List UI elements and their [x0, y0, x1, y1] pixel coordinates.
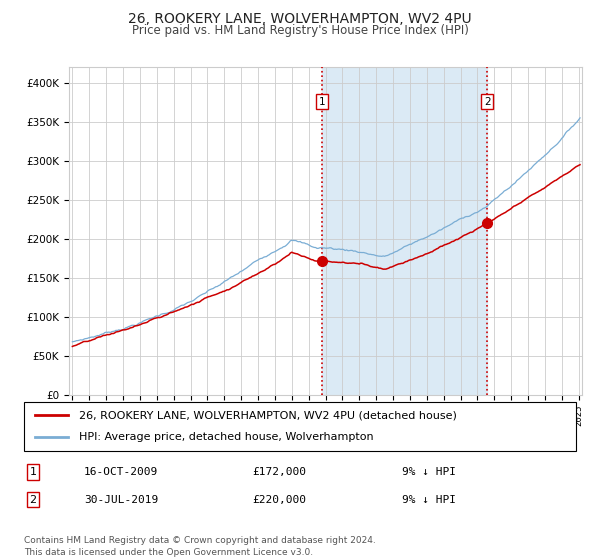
- Text: 30-JUL-2019: 30-JUL-2019: [84, 494, 158, 505]
- Bar: [322, 67, 487, 395]
- Text: 9% ↓ HPI: 9% ↓ HPI: [402, 467, 456, 477]
- Text: 26, ROOKERY LANE, WOLVERHAMPTON, WV2 4PU: 26, ROOKERY LANE, WOLVERHAMPTON, WV2 4PU: [128, 12, 472, 26]
- Text: Contains HM Land Registry data © Crown copyright and database right 2024.
This d: Contains HM Land Registry data © Crown c…: [24, 536, 376, 557]
- Text: £172,000: £172,000: [252, 467, 306, 477]
- Text: 1: 1: [319, 96, 325, 106]
- Text: 16-OCT-2009: 16-OCT-2009: [84, 467, 158, 477]
- Text: 2: 2: [484, 96, 490, 106]
- Text: Price paid vs. HM Land Registry's House Price Index (HPI): Price paid vs. HM Land Registry's House …: [131, 24, 469, 36]
- Text: 1: 1: [29, 467, 37, 477]
- Text: 9% ↓ HPI: 9% ↓ HPI: [402, 494, 456, 505]
- Text: HPI: Average price, detached house, Wolverhampton: HPI: Average price, detached house, Wolv…: [79, 432, 374, 442]
- Text: £220,000: £220,000: [252, 494, 306, 505]
- Text: 26, ROOKERY LANE, WOLVERHAMPTON, WV2 4PU (detached house): 26, ROOKERY LANE, WOLVERHAMPTON, WV2 4PU…: [79, 410, 457, 421]
- Text: 2: 2: [29, 494, 37, 505]
